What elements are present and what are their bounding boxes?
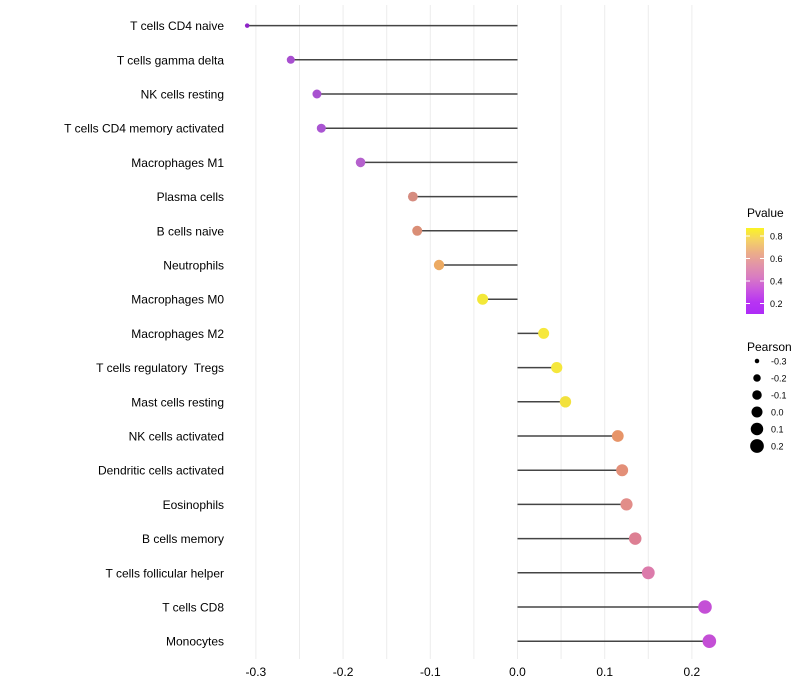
- lollipop-dot: [641, 566, 655, 580]
- category-label: T cells CD8: [162, 601, 224, 615]
- pearson-legend-dot: [754, 358, 760, 364]
- category-label: T cells regulatory Tregs: [96, 361, 224, 375]
- x-axis-tick-label: 0.1: [596, 665, 613, 679]
- lollipop-dot: [312, 89, 322, 99]
- category-label: B cells memory: [142, 532, 224, 546]
- pearson-legend-dot: [750, 439, 764, 453]
- lollipop-dot: [286, 55, 295, 64]
- category-label: Dendritic cells activated: [98, 464, 224, 478]
- lollipop-dot: [620, 498, 633, 511]
- x-axis-tick-label: -0.3: [246, 665, 267, 679]
- lollipop-dot: [244, 23, 250, 28]
- pearson-legend-title: Pearson: [747, 340, 792, 354]
- lollipop-dot: [477, 293, 489, 305]
- pearson-legend-tick-label: -0.3: [771, 357, 787, 367]
- pearson-legend-tick-label: 0.0: [771, 408, 784, 418]
- lollipop-dot: [551, 362, 563, 374]
- category-label: NK cells activated: [129, 430, 224, 444]
- lollipop-dot: [628, 532, 642, 545]
- pvalue-gradient-bar: [746, 228, 764, 314]
- lollipop-dot: [316, 123, 326, 133]
- pearson-legend-tick-label: -0.2: [771, 374, 787, 384]
- category-label: T cells follicular helper: [106, 566, 225, 580]
- lollipop-dot: [433, 259, 445, 271]
- category-label: T cells CD4 naive: [130, 19, 224, 33]
- category-label: Macrophages M1: [131, 156, 224, 170]
- lollipop-dot: [559, 396, 572, 408]
- category-label: Macrophages M2: [131, 327, 224, 341]
- category-label: T cells gamma delta: [117, 53, 224, 67]
- pvalue-legend-tick-label: 0.2: [770, 299, 783, 309]
- x-axis-tick-label: -0.1: [420, 665, 441, 679]
- category-label: Neutrophils: [163, 259, 224, 273]
- category-label: T cells CD4 memory activated: [64, 122, 224, 136]
- lollipop-dot: [616, 464, 629, 477]
- pearson-legend-tick-label: -0.1: [771, 391, 787, 401]
- lollipop-dot: [702, 634, 717, 648]
- category-label: Monocytes: [166, 635, 224, 649]
- lollipop-dot: [538, 327, 550, 339]
- x-axis-tick-label: 0.0: [509, 665, 526, 679]
- category-label: Plasma cells: [157, 190, 224, 204]
- pvalue-legend-tick-label: 0.4: [770, 277, 783, 287]
- category-label: Eosinophils: [163, 498, 224, 512]
- lollipop-dot: [611, 430, 624, 442]
- x-axis-tick-label: -0.2: [333, 665, 354, 679]
- category-label: Macrophages M0: [131, 293, 224, 307]
- pvalue-legend-tick-label: 0.8: [770, 232, 783, 242]
- x-axis-tick-label: 0.2: [684, 665, 701, 679]
- lollipop-dot: [412, 225, 423, 236]
- category-label: Mast cells resting: [131, 395, 224, 409]
- lollipop-dot: [698, 600, 712, 614]
- category-label: NK cells resting: [141, 88, 224, 102]
- pvalue-legend-tick-label: 0.6: [770, 254, 783, 264]
- pearson-legend-dot: [753, 374, 761, 382]
- pvalue-legend-title: Pvalue: [747, 206, 784, 220]
- lollipop-dot: [355, 157, 366, 168]
- pearson-legend-dot: [750, 422, 764, 436]
- category-label: B cells naive: [157, 224, 225, 238]
- pearson-legend-tick-label: 0.2: [771, 442, 784, 452]
- lollipop-dot: [407, 191, 418, 202]
- pearson-legend-dot: [751, 406, 763, 418]
- pearson-legend-dot: [752, 390, 762, 400]
- pearson-legend-tick-label: 0.1: [771, 425, 784, 435]
